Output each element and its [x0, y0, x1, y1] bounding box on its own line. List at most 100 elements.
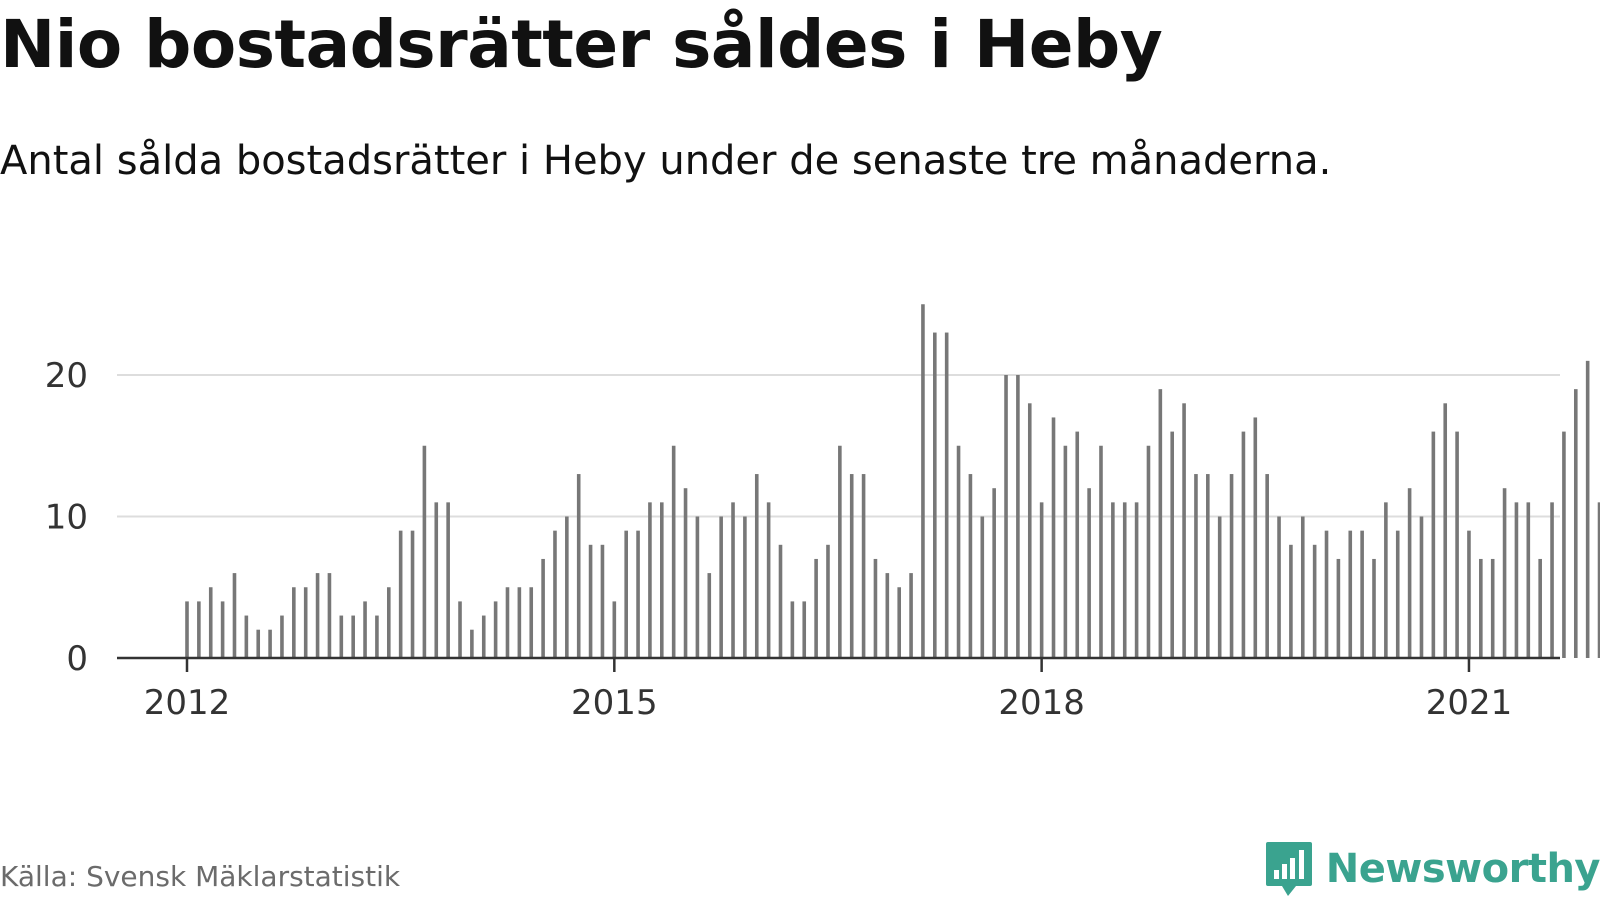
- bar: [446, 502, 450, 658]
- bar: [1407, 488, 1412, 658]
- bar: [612, 601, 617, 658]
- brand-name: Newsworthy: [1325, 846, 1600, 892]
- bar: [1502, 488, 1507, 658]
- bar: [1253, 417, 1258, 658]
- page-subtitle: Antal sålda bostadsrätter i Heby under d…: [0, 138, 1332, 184]
- bar: [980, 516, 985, 658]
- bar: [695, 516, 700, 658]
- bar: [256, 629, 261, 658]
- bar: [208, 587, 213, 658]
- bar-chart-speech-icon: [1265, 842, 1312, 896]
- bar: [885, 573, 890, 658]
- bar: [1514, 502, 1519, 658]
- bar: [1206, 474, 1210, 658]
- bar: [529, 587, 534, 658]
- y-tick-label: 20: [45, 356, 88, 396]
- bar: [220, 601, 225, 658]
- bar: [731, 502, 735, 658]
- bar: [683, 488, 688, 658]
- bar: [553, 530, 557, 658]
- bar: [707, 573, 712, 658]
- bar: [1538, 558, 1542, 658]
- bar: [1550, 502, 1554, 658]
- bar: [1336, 558, 1341, 658]
- bar: [1122, 502, 1127, 658]
- bar: [386, 587, 391, 658]
- bar: [1158, 389, 1163, 658]
- bar: [1562, 431, 1566, 658]
- bar: [1573, 389, 1578, 658]
- bar: [1384, 502, 1388, 658]
- bar: [244, 615, 249, 658]
- bar: [660, 502, 664, 658]
- bar: [1194, 474, 1198, 658]
- bar: [944, 332, 949, 658]
- brand-logo: Newsworthy: [1264, 838, 1600, 900]
- x-axis-ticks: 20122015201820212023: [144, 658, 1513, 723]
- bar: [802, 601, 807, 658]
- bar: [493, 601, 498, 658]
- bar: [351, 615, 355, 658]
- bar: [933, 332, 937, 658]
- bar: [434, 502, 439, 658]
- bar: [956, 445, 961, 658]
- bar: [410, 530, 415, 658]
- bar: [838, 445, 842, 658]
- bar: [778, 544, 783, 658]
- bar: [921, 304, 925, 658]
- bar: [565, 516, 569, 658]
- bar: [1526, 502, 1531, 658]
- bar: [470, 629, 474, 658]
- x-tick-label: 2018: [998, 683, 1085, 723]
- x-tick-label: 2015: [571, 683, 658, 723]
- x-tick-label: 2021: [1426, 683, 1513, 723]
- bar: [1265, 474, 1269, 658]
- bar: [588, 544, 593, 658]
- bar: [648, 502, 652, 658]
- bar: [1443, 403, 1448, 658]
- bar: [1217, 516, 1222, 658]
- bar: [517, 587, 522, 658]
- bar: [232, 573, 237, 658]
- bar: [303, 587, 308, 658]
- bar: [481, 615, 486, 658]
- bar: [398, 530, 403, 658]
- bar: [1455, 431, 1459, 658]
- bar: [992, 488, 996, 658]
- bar: [1051, 417, 1056, 658]
- bar: [363, 601, 367, 658]
- bar: [873, 558, 878, 658]
- bar: [1004, 375, 1008, 658]
- bar: [1490, 558, 1495, 658]
- bar: [1063, 445, 1068, 658]
- bar: [671, 445, 676, 658]
- bar: [1348, 530, 1353, 658]
- y-axis-ticks: 0 10 20: [45, 356, 88, 679]
- bar: [197, 601, 201, 658]
- bar: [1027, 403, 1032, 658]
- bar: [327, 573, 332, 658]
- bar: [1170, 431, 1175, 658]
- source-note: Källa: Svensk Mäklarstatistik: [0, 860, 401, 893]
- bar: [1099, 445, 1103, 658]
- x-tick-label: 2012: [144, 683, 231, 723]
- bar: [1087, 488, 1091, 658]
- bar: [375, 615, 379, 658]
- bar: [1300, 516, 1305, 658]
- bar: [849, 474, 854, 658]
- y-tick-label: 10: [45, 498, 88, 538]
- bar: [280, 615, 284, 658]
- bar: [600, 544, 605, 658]
- bar: [1419, 516, 1424, 658]
- bar: [1146, 445, 1151, 658]
- bar: [1016, 375, 1020, 658]
- bar: [505, 587, 510, 658]
- bar: [968, 474, 973, 658]
- bar: [1479, 558, 1483, 658]
- bar: [1395, 530, 1400, 658]
- bar: [268, 629, 272, 658]
- bar: [1360, 530, 1364, 658]
- bar: [1229, 474, 1234, 658]
- bar: [790, 601, 795, 658]
- bar: [1241, 431, 1246, 658]
